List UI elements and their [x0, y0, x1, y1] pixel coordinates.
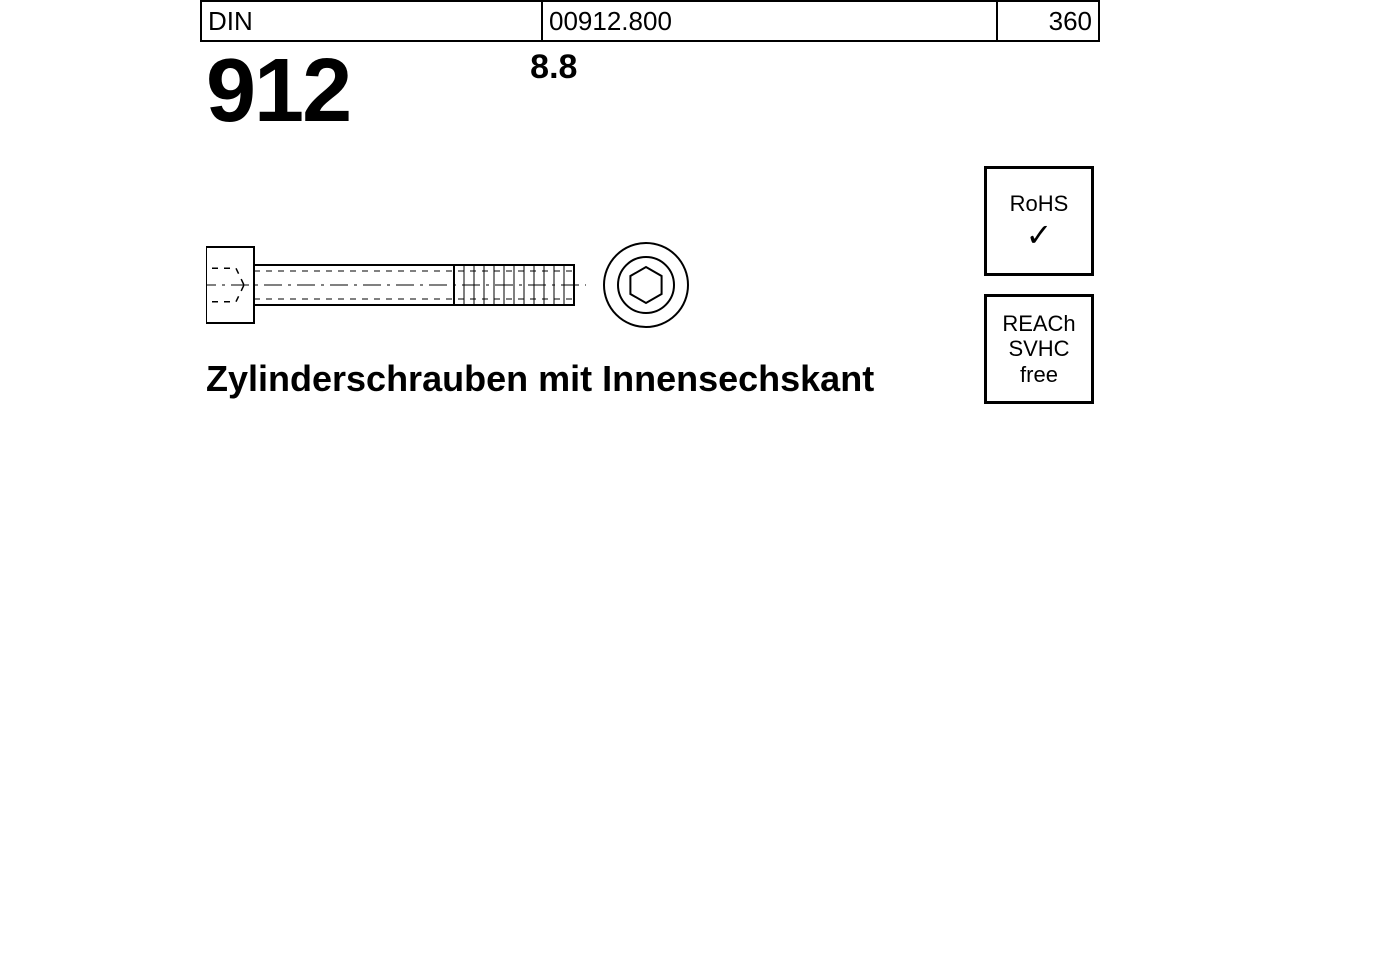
compliance-badges: RoHS ✓ REACh SVHC free: [984, 166, 1094, 404]
header-page-cell: 360: [998, 2, 1098, 40]
header-row: DIN 00912.800 360: [200, 0, 1100, 42]
reach-badge: REACh SVHC free: [984, 294, 1094, 404]
header-code-cell: 00912.800: [543, 2, 998, 40]
spec-card: DIN 00912.800 360 912 8.8 RoHS ✓ REACh S…: [200, 0, 1100, 420]
header-standard-cell: DIN: [202, 2, 543, 40]
title-row: 912 8.8: [200, 42, 1100, 136]
header-standard-label: DIN: [208, 6, 253, 37]
strength-grade: 8.8: [530, 48, 577, 87]
rohs-label: RoHS: [1010, 191, 1069, 216]
reach-line3: free: [1020, 362, 1058, 387]
reach-line1: REACh: [1002, 311, 1075, 336]
screw-drawing-icon: [206, 235, 706, 335]
standard-number: 912: [206, 46, 350, 136]
check-icon: ✓: [1026, 219, 1053, 251]
header-page-value: 360: [1049, 6, 1092, 37]
header-code-value: 00912.800: [549, 6, 672, 37]
description: Zylinderschrauben mit Innensechskant: [206, 358, 874, 400]
reach-line2: SVHC: [1008, 336, 1069, 361]
rohs-badge: RoHS ✓: [984, 166, 1094, 276]
